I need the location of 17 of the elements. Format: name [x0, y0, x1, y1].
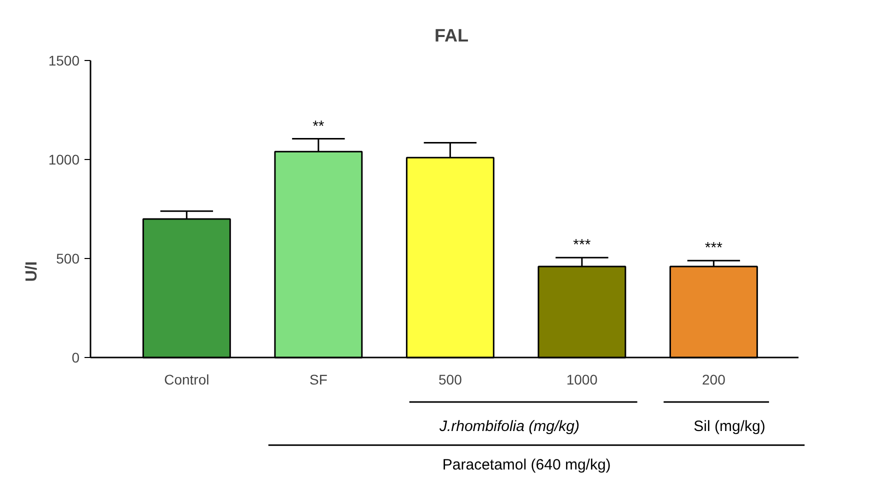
- x-tick-label: 200: [702, 372, 726, 388]
- text: J.rhombifolia (mg/kg): [438, 418, 580, 435]
- y-tick-label: 1500: [48, 52, 80, 68]
- chart-title: FAL: [434, 26, 469, 46]
- x-tick-label: Control: [164, 372, 210, 388]
- text: Sil (mg/kg): [694, 418, 766, 435]
- annotation: ***: [573, 236, 591, 254]
- annotation: ***: [704, 240, 723, 257]
- x-tick-label: SF: [309, 372, 328, 388]
- y-tick-label: 0: [72, 350, 80, 366]
- y-tick-label: 1000: [48, 152, 80, 168]
- y-tick-label: 500: [56, 250, 80, 267]
- annotation: **: [312, 118, 324, 135]
- y-axis-title: U/I: [23, 261, 40, 282]
- text: Paracetamol (640 mg/kg): [442, 456, 611, 474]
- x-tick-label: 500: [438, 372, 462, 388]
- x-tick-label: 1000: [566, 372, 598, 388]
